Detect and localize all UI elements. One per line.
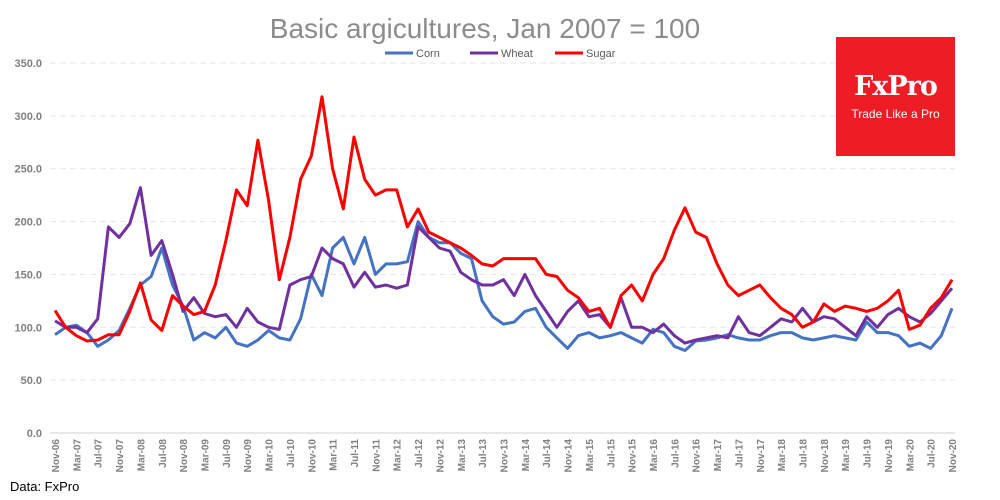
- x-tick-label: Jul-17: [734, 439, 745, 468]
- x-tick-label: Jul-14: [542, 439, 553, 468]
- legend-label-wheat: Wheat: [501, 48, 533, 60]
- x-tick-label: Jul-16: [670, 439, 681, 468]
- y-tick-label: 150.0: [14, 269, 42, 281]
- y-tick-label: 200.0: [14, 217, 42, 229]
- x-tick-label: Jul-20: [927, 439, 938, 468]
- x-tick-label: Mar-18: [777, 439, 788, 472]
- x-tick-label: Mar-07: [72, 439, 83, 472]
- x-tick-label: Jul-18: [799, 439, 810, 468]
- fxpro-logo: FxPro Trade Like a Pro: [836, 37, 955, 156]
- y-tick-label: 50.0: [21, 375, 42, 387]
- x-tick-label: Nov-06: [51, 439, 62, 473]
- x-tick-label: Nov-17: [756, 439, 767, 473]
- y-tick-label: 250.0: [14, 164, 42, 176]
- x-tick-label: Nov-09: [243, 439, 254, 473]
- x-tick-label: Jul-11: [350, 439, 361, 468]
- x-tick-label: Nov-14: [564, 439, 575, 473]
- x-tick-label: Jul-10: [286, 439, 297, 468]
- x-tick-label: Nov-19: [884, 439, 895, 473]
- x-tick-label: Jul-15: [606, 439, 617, 468]
- x-tick-label: Nov-18: [820, 439, 831, 473]
- y-tick-label: 300.0: [14, 111, 42, 123]
- x-tick-label: Mar-11: [329, 439, 340, 471]
- x-tick-label: Mar-12: [393, 439, 404, 472]
- legend-label-corn: Corn: [416, 48, 440, 60]
- x-tick-label: Nov-11: [371, 439, 382, 472]
- chart-title: Basic argicultures, Jan 2007 = 100: [270, 13, 700, 44]
- y-tick-label: 350.0: [14, 58, 42, 70]
- x-tick-label: Mar-09: [201, 439, 212, 472]
- x-tick-label: Jul-12: [414, 439, 425, 468]
- x-tick-label: Nov-08: [179, 439, 190, 473]
- series-line-wheat: [54, 186, 954, 345]
- x-tick-label: Mar-13: [457, 439, 468, 472]
- x-tick-label: Nov-12: [435, 439, 446, 473]
- x-tick-label: Mar-10: [265, 439, 276, 472]
- x-tick-label: Nov-10: [307, 439, 318, 473]
- x-tick-label: Mar-15: [585, 439, 596, 472]
- x-tick-label: Mar-08: [136, 439, 147, 472]
- x-tick-label: Mar-14: [521, 439, 532, 472]
- data-source: Data: FxPro: [10, 479, 80, 494]
- x-tick-label: Nov-07: [115, 439, 126, 473]
- x-tick-label: Nov-15: [628, 439, 639, 473]
- y-tick-label: 100.0: [14, 322, 42, 334]
- series-line-sugar: [53, 95, 954, 343]
- x-tick-label: Mar-17: [713, 439, 724, 472]
- x-tick-label: Nov-13: [500, 439, 511, 473]
- x-tick-label: Jul-08: [158, 439, 169, 468]
- x-tick-label: Mar-16: [649, 439, 660, 472]
- x-tick-label: Jul-09: [222, 439, 233, 468]
- x-tick-label: Jul-13: [478, 439, 489, 468]
- x-tick-label: Nov-16: [692, 439, 703, 473]
- x-tick-label: Jul-19: [863, 439, 874, 468]
- y-tick-label: 0.0: [27, 428, 42, 440]
- x-tick-label: Nov-20: [948, 439, 959, 473]
- x-tick-label: Mar-19: [841, 439, 852, 472]
- logo-tagline: Trade Like a Pro: [851, 107, 940, 121]
- logo-brand: FxPro: [854, 71, 938, 102]
- x-tick-label: Mar-20: [905, 439, 916, 472]
- x-tick-label: Jul-07: [94, 439, 105, 468]
- series-line-corn: [54, 220, 954, 352]
- legend-label-sugar: Sugar: [586, 48, 616, 60]
